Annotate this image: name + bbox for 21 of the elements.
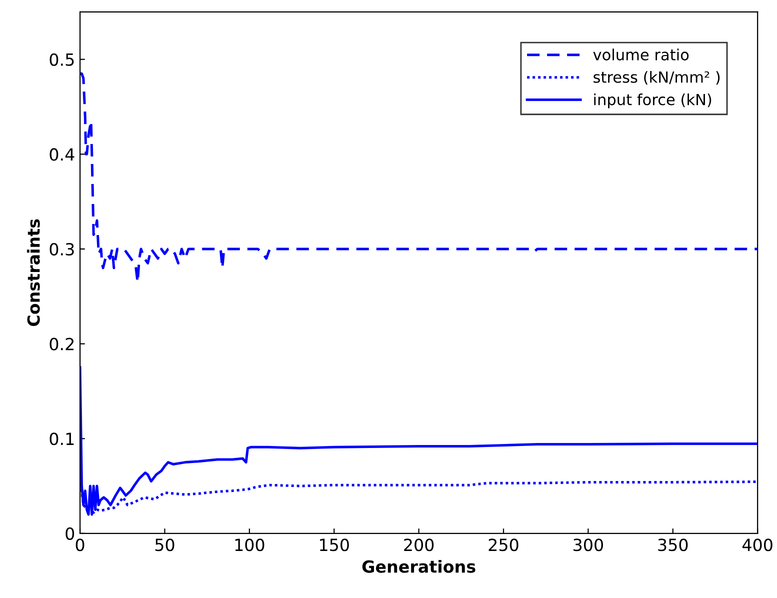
legend-label: input force (kN): [594, 93, 712, 108]
y-tick-label: 0: [66, 527, 74, 540]
x-tick-label: 0: [76, 538, 84, 552]
x-axis-title: Generations: [362, 560, 476, 573]
y-tick-label: 0.3: [50, 242, 74, 256]
y-tick-label: 0.2: [50, 338, 74, 350]
x-tick-label: 300: [574, 538, 603, 552]
x-tick-label: 400: [742, 538, 772, 552]
y-axis-title: Constraints: [26, 219, 40, 326]
x-tick-label: 200: [404, 538, 434, 552]
y-tick-label: 0.4: [50, 148, 74, 161]
legend-label: stress (kN/mm² ): [594, 71, 720, 85]
x-tick-label: 250: [488, 538, 518, 552]
line-series: [80, 366, 758, 516]
x-tick-label: 350: [658, 538, 688, 552]
legend-label: volume ratio: [593, 48, 689, 60]
x-tick-label: 100: [235, 538, 264, 552]
x-tick-label: 50: [155, 538, 174, 552]
y-tick-label: 0.1: [50, 432, 74, 446]
y-tick-label: 0.5: [50, 53, 74, 66]
x-tick-label: 150: [320, 538, 349, 552]
